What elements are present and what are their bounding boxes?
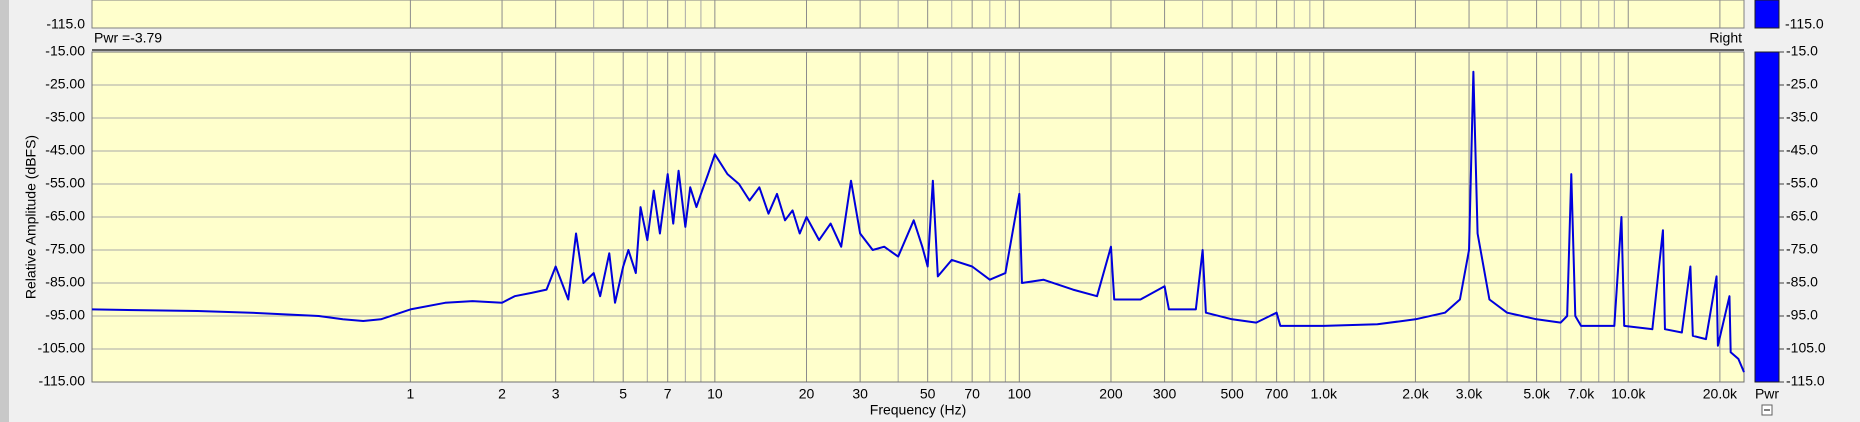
y2-tick-label: -115.0 — [1786, 373, 1825, 389]
x-tick-label: 3 — [552, 386, 560, 402]
x-tick-label: 7 — [664, 386, 672, 402]
meter-label: Pwr — [1755, 386, 1779, 402]
spectrum-line — [91, 70, 1745, 373]
y2-tick-label: -65.0 — [1786, 208, 1818, 224]
y-tick-label: -45.00 — [45, 142, 85, 158]
top-meter-bar — [1754, 0, 1780, 29]
top-panel-left-label: -115.0 — [46, 16, 85, 32]
x-tick-label: 100 — [1008, 386, 1032, 402]
x-tick-label: 10 — [707, 386, 723, 402]
top-panel-right-label: -115.0 — [1785, 16, 1824, 32]
x-tick-label: 7.0k — [1568, 386, 1595, 402]
x-tick-label: 300 — [1153, 386, 1177, 402]
y2-tick-label: -85.0 — [1786, 274, 1818, 290]
y2-tick-label: -55.0 — [1786, 175, 1818, 191]
x-tick-label: 10.0k — [1611, 386, 1646, 402]
y-tick-label: -95.00 — [45, 307, 85, 323]
window-border — [0, 0, 9, 422]
x-tick-label: 70 — [964, 386, 980, 402]
top-panel-plot — [91, 0, 1745, 29]
x-tick-label: 3.0k — [1456, 386, 1483, 402]
y2-tick-label: -45.0 — [1786, 142, 1818, 158]
y-tick-label: -35.00 — [45, 109, 85, 125]
power-readout: Pwr =-3.79 — [94, 30, 162, 46]
y2-tick-label: -15.0 — [1786, 43, 1818, 59]
y-tick-label: -75.00 — [45, 241, 85, 257]
x-tick-label: 1.0k — [1311, 386, 1338, 402]
y2-tick-label: -35.0 — [1786, 109, 1818, 125]
x-tick-label: 5.0k — [1523, 386, 1550, 402]
x-tick-label: 200 — [1099, 386, 1123, 402]
x-tick-label: 30 — [852, 386, 868, 402]
y-tick-label: -105.00 — [38, 340, 86, 356]
y-tick-label: -55.00 — [45, 175, 85, 191]
y-tick-label: -65.00 — [45, 208, 85, 224]
x-tick-label: 1 — [406, 386, 414, 402]
plot-frame — [91, 51, 1745, 383]
y-tick-label: -115.00 — [39, 373, 86, 389]
y-tick-label: -85.00 — [45, 274, 85, 290]
meter-bar — [1754, 51, 1780, 383]
x-tick-label: 2.0k — [1402, 386, 1429, 402]
x-tick-label: 20.0k — [1703, 386, 1738, 402]
y2-tick-label: -105.0 — [1786, 340, 1826, 356]
y-axis-label: Relative Amplitude (dBFS) — [23, 135, 39, 299]
x-axis-label: Frequency (Hz) — [870, 402, 966, 418]
y2-tick-label: -25.0 — [1786, 76, 1818, 92]
channel-label: Right — [1709, 30, 1742, 46]
y-tick-label: -15.00 — [45, 43, 85, 59]
x-tick-label: 20 — [799, 386, 815, 402]
x-tick-label: 5 — [619, 386, 627, 402]
x-tick-label: 2 — [498, 386, 506, 402]
x-tick-label: 700 — [1265, 386, 1289, 402]
y-tick-label: -25.00 — [45, 76, 85, 92]
y2-tick-label: -95.0 — [1786, 307, 1818, 323]
x-tick-label: 500 — [1220, 386, 1244, 402]
y2-tick-label: -75.0 — [1786, 241, 1818, 257]
x-tick-label: 50 — [920, 386, 936, 402]
